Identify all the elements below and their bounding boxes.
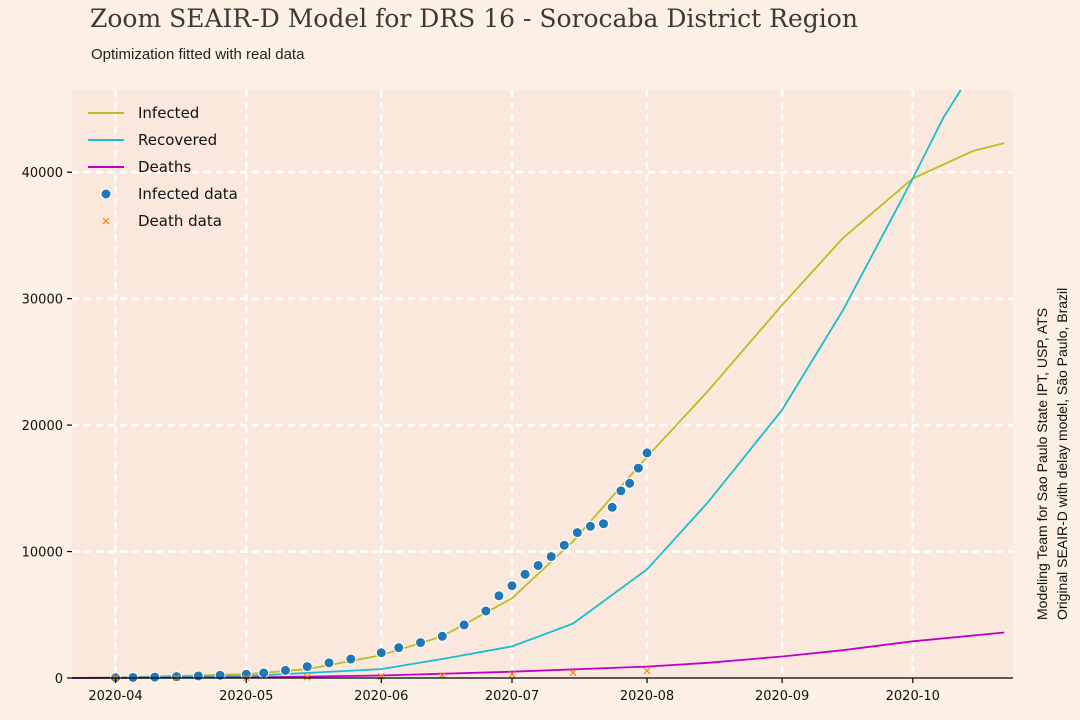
legend-item-infected: Infected xyxy=(88,104,199,122)
y-tick-label: 30000 xyxy=(22,293,63,308)
infected-data-point xyxy=(171,671,183,683)
infected-data-point xyxy=(571,527,583,539)
side-note-line-1: Modeling Team for Sao Paulo State IPT, U… xyxy=(1034,308,1050,620)
infected-data-point xyxy=(506,580,518,592)
y-tick-label: 10000 xyxy=(22,546,63,561)
infected-data-point xyxy=(615,485,627,497)
x-tick-label: 2020-05 xyxy=(219,689,273,704)
legend-label: Infected data xyxy=(138,185,238,203)
infected-data-point xyxy=(519,568,531,580)
legend-label: Death data xyxy=(138,212,222,230)
y-axis-ticks: 0 10000 20000 30000 40000 xyxy=(22,166,72,687)
legend-item-deaths: Deaths xyxy=(88,158,191,176)
infected-data-point xyxy=(415,637,427,649)
legend-label: Deaths xyxy=(138,158,191,176)
x-tick-label: 2020-07 xyxy=(485,689,539,704)
death-data-point xyxy=(508,670,516,678)
plot-area xyxy=(72,90,1013,678)
chart-subtitle: Optimization fitted with real data xyxy=(91,46,305,63)
infected-data-point xyxy=(584,520,596,532)
infected-data-point xyxy=(214,669,226,681)
infected-data-point xyxy=(393,642,405,654)
infected-data-point xyxy=(624,477,636,489)
x-tick-label: 2020-08 xyxy=(620,689,674,704)
infected-data-point xyxy=(480,605,492,617)
death-data-point xyxy=(303,673,311,681)
y-tick-label: 20000 xyxy=(22,419,63,434)
infected-data-point xyxy=(436,630,448,642)
legend-swatch-stroke xyxy=(102,217,110,225)
infected-data-point xyxy=(493,590,505,602)
legend-label: Recovered xyxy=(138,131,217,149)
side-note: Modeling Team for Sao Paulo State IPT, U… xyxy=(1034,288,1070,620)
legend: Infected Recovered Deaths Infected data Deat… xyxy=(88,104,238,230)
infected-data-point xyxy=(545,551,557,563)
x-tick-label: 2020-09 xyxy=(755,689,809,704)
y-tick-label: 40000 xyxy=(22,166,63,181)
infected-data-point xyxy=(458,619,470,631)
x-tick-label: 2020-10 xyxy=(886,689,940,704)
series-points-infected-data xyxy=(110,447,653,684)
death-data-point xyxy=(643,667,651,675)
chart-title: Zoom SEAIR-D Model for DRS 16 - Sorocaba… xyxy=(90,4,858,33)
infected-data-point xyxy=(258,667,270,679)
legend-swatch xyxy=(102,217,110,225)
legend-item-death-data: Death data xyxy=(102,212,222,230)
x-tick-label: 2020-04 xyxy=(88,689,142,704)
x-tick-label: 2020-06 xyxy=(354,689,408,704)
x-axis-ticks: 2020-04 2020-05 2020-06 2020-07 2020-08 2020-… xyxy=(88,678,940,704)
legend-swatch xyxy=(100,188,112,200)
infected-data-point xyxy=(606,501,618,513)
infected-data-point xyxy=(632,462,644,474)
side-note-line-2: Original SEAIR-D with delay model, São P… xyxy=(1054,288,1070,620)
infected-data-point xyxy=(597,518,609,530)
infected-data-point xyxy=(345,653,357,665)
death-data-point-stroke xyxy=(643,667,651,675)
death-data-point xyxy=(569,669,577,677)
y-tick-label: 0 xyxy=(55,672,63,687)
infected-data-point xyxy=(279,664,291,676)
infected-data-point xyxy=(558,539,570,551)
death-data-point-stroke xyxy=(303,673,311,681)
infected-data-point xyxy=(149,671,161,683)
infected-data-point xyxy=(532,559,544,571)
infected-data-point xyxy=(192,670,204,682)
legend-label: Infected xyxy=(138,104,199,122)
infected-data-point xyxy=(323,657,335,669)
legend-item-infected-data: Infected data xyxy=(100,185,238,203)
death-data-point-stroke xyxy=(569,669,577,677)
legend-item-recovered: Recovered xyxy=(88,131,217,149)
death-data-point-stroke xyxy=(508,670,516,678)
infected-data-point xyxy=(641,447,653,459)
infected-data-point xyxy=(375,647,387,659)
infected-data-point xyxy=(301,661,313,673)
grid-lines xyxy=(72,90,1013,678)
